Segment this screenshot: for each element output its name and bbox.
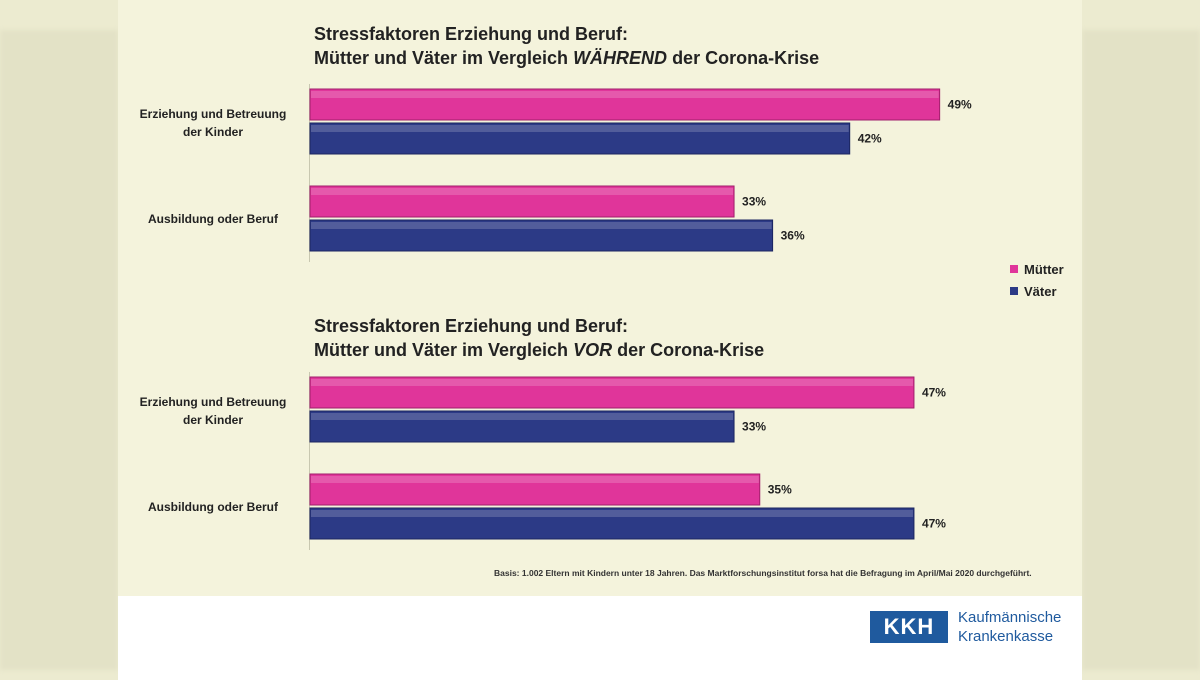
background-blur-right — [1082, 30, 1200, 670]
footer: KKH Kaufmännische Krankenkasse — [118, 596, 1082, 680]
chart2-bar-highlight-vaeter-2 — [311, 510, 913, 517]
legend-label-muetter: Mütter — [1024, 261, 1064, 277]
chart1-axis — [309, 84, 310, 262]
chart2-axis — [309, 372, 310, 550]
chart2-label-muetter-2: 35% — [768, 483, 792, 497]
chart1-bar-vaeter-1 — [309, 122, 851, 155]
chart1-category-2: Ausbildung oder Beruf — [148, 212, 278, 226]
chart1-bar-muetter-1 — [309, 88, 941, 121]
chart2-category-1: Erziehung und Betreuung der Kinder — [139, 395, 287, 427]
chart2-bar-highlight-muetter-1 — [311, 379, 913, 386]
chart1-label-muetter-2: 33% — [742, 195, 766, 209]
chart2-label-vaeter-2: 47% — [922, 517, 946, 531]
kkh-logo: KKH — [870, 611, 948, 643]
chart-slide: Stressfaktoren Erziehung und Beruf: Mütt… — [118, 0, 1082, 680]
chart2-bar-vaeter-2 — [309, 507, 915, 540]
chart1-bar-muetter-2 — [309, 185, 735, 218]
chart2-title: Stressfaktoren Erziehung und Beruf: Mütt… — [314, 314, 764, 362]
chart2-label-vaeter-1: 33% — [742, 420, 766, 434]
legend-swatch-muetter — [1010, 265, 1018, 273]
chart2-bar-muetter-2 — [309, 473, 761, 506]
chart1-label-vaeter-2: 36% — [781, 229, 805, 243]
chart2-title-line1: Stressfaktoren Erziehung und Beruf: — [314, 316, 629, 336]
legend-swatch-vaeter — [1010, 287, 1018, 295]
chart1-category-1: Erziehung und Betreuung der Kinder — [139, 107, 287, 139]
chart1-bar-highlight-muetter-1 — [311, 91, 939, 98]
legend: Mütter Väter — [1010, 258, 1064, 302]
background-blur-left — [0, 30, 118, 670]
basis-note: Basis: 1.002 Eltern mit Kindern unter 18… — [494, 568, 1032, 578]
chart2-title-line2: Mütter und Väter im Vergleich VOR der Co… — [314, 340, 765, 360]
chart2-label-muetter-1: 47% — [922, 386, 946, 400]
chart1-title: Stressfaktoren Erziehung und Beruf: Mütt… — [314, 22, 819, 70]
brand-name: Kaufmännische Krankenkasse — [958, 609, 1062, 645]
chart1-bar-highlight-vaeter-1 — [311, 125, 849, 132]
chart1-bar-highlight-vaeter-2 — [311, 222, 772, 229]
chart1-label-muetter-1: 49% — [948, 98, 972, 112]
chart1-label-vaeter-1: 42% — [858, 132, 882, 146]
chart1-bar-highlight-muetter-2 — [311, 188, 734, 195]
chart1-title-line2: Mütter und Väter im Vergleich WÄHREND de… — [314, 48, 820, 68]
chart1-bar-vaeter-2 — [309, 219, 774, 252]
chart2-bar-highlight-vaeter-1 — [311, 413, 734, 420]
legend-label-vaeter: Väter — [1024, 283, 1057, 299]
chart1-title-line1: Stressfaktoren Erziehung und Beruf: — [314, 24, 629, 44]
legend-item-muetter: Mütter — [1010, 258, 1064, 280]
chart2-bar-highlight-muetter-2 — [311, 476, 759, 483]
bar-chart-svg: 49% 42% 33% 36% 47% 33% 35% 47% — [309, 88, 972, 540]
legend-item-vaeter: Väter — [1010, 280, 1064, 302]
chart2-bar-vaeter-1 — [309, 410, 735, 443]
chart2-category-2: Ausbildung oder Beruf — [148, 500, 278, 514]
chart2-bar-muetter-1 — [309, 376, 915, 409]
